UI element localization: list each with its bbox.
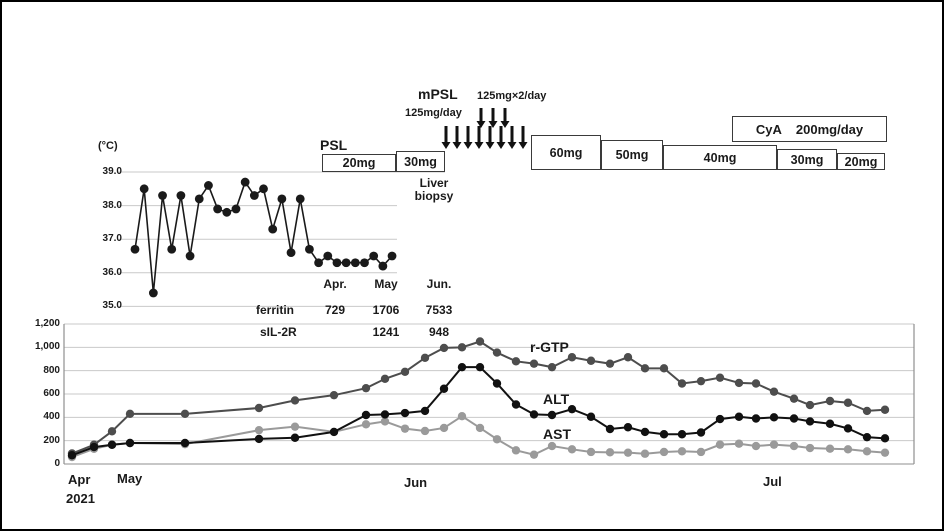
cya-name-label: CyA <box>755 121 782 137</box>
temp-unit-label: (°C) <box>98 140 118 152</box>
mpsl-dose-single-label: 125mg/day <box>405 107 462 119</box>
labs-ytick-200: 200 <box>43 435 60 446</box>
ferritin-value-may: 1706 <box>372 303 400 317</box>
liver-biopsy-label: Liver biopsy <box>414 176 454 203</box>
taper-box-40mg-label: 40mg <box>703 150 737 165</box>
cya-box: CyA 200mg/day <box>732 116 887 142</box>
labs-ytick-800: 800 <box>43 365 60 376</box>
taper-box-60mg: 60mg <box>531 135 601 170</box>
labs-ytick-0: 0 <box>54 458 60 469</box>
labs-month-may: May <box>374 277 398 291</box>
mpsl-dose-double-label: 125mg×2/day <box>477 90 547 102</box>
taper-box-30mg: 30mg <box>777 149 837 170</box>
labs-ytick-400: 400 <box>43 411 60 422</box>
sil2r-value-jun: 948 <box>419 325 459 339</box>
psl-box-20mg: 20mg <box>322 154 396 172</box>
labs-ytick-600: 600 <box>43 388 60 399</box>
taper-box-50mg: 50mg <box>601 140 663 170</box>
temp-ytick-38: 38.0 <box>102 200 122 211</box>
labs-ytick-1000: 1,000 <box>34 341 60 352</box>
cya-dose-label: 200mg/day <box>795 121 864 137</box>
xaxis-may-label: May <box>117 471 143 486</box>
ferritin-row-label: ferritin <box>256 303 295 317</box>
temp-ytick-35: 35.0 <box>102 300 122 311</box>
temp-ytick-36: 36.0 <box>102 267 122 278</box>
temp-ytick-37: 37.0 <box>102 233 122 244</box>
taper-box-20mg: 20mg <box>837 153 885 170</box>
labs-ytick-1200: 1,200 <box>34 318 60 329</box>
taper-box-50mg-label: 50mg <box>615 148 649 162</box>
psl-label: PSL <box>320 137 348 153</box>
xaxis-jul-label: Jul <box>763 474 782 489</box>
xaxis-jun-label: Jun <box>404 475 428 490</box>
xaxis-apr-label: Apr <box>68 472 91 487</box>
sil2r-value-may: 1241 <box>366 325 406 339</box>
taper-box-30mg-label: 30mg <box>790 152 824 167</box>
ferritin-value-apr: 729 <box>324 303 346 317</box>
sil2r-row-label: sIL-2R <box>258 325 299 339</box>
ast-series-label: AST <box>543 426 571 442</box>
psl-box-30mg-label: 30mg <box>404 154 437 169</box>
psl-box-20mg-label: 20mg <box>342 156 376 170</box>
labs-month-apr: Apr. <box>323 277 347 291</box>
mpsl-label: mPSL <box>418 86 458 102</box>
taper-box-60mg-label: 60mg <box>549 145 583 160</box>
ferritin-value-jun: 7533 <box>425 303 453 317</box>
temp-ytick-39: 39.0 <box>102 166 122 177</box>
taper-box-40mg: 40mg <box>663 145 777 170</box>
taper-box-20mg-label: 20mg <box>844 154 878 169</box>
labs-month-jun: Jun. <box>426 277 452 291</box>
alt-series-label: ALT <box>543 391 570 407</box>
psl-box-30mg: 30mg <box>396 151 445 172</box>
rgtp-series-label: r-GTP <box>530 339 569 355</box>
xaxis-year-label: 2021 <box>66 491 95 506</box>
